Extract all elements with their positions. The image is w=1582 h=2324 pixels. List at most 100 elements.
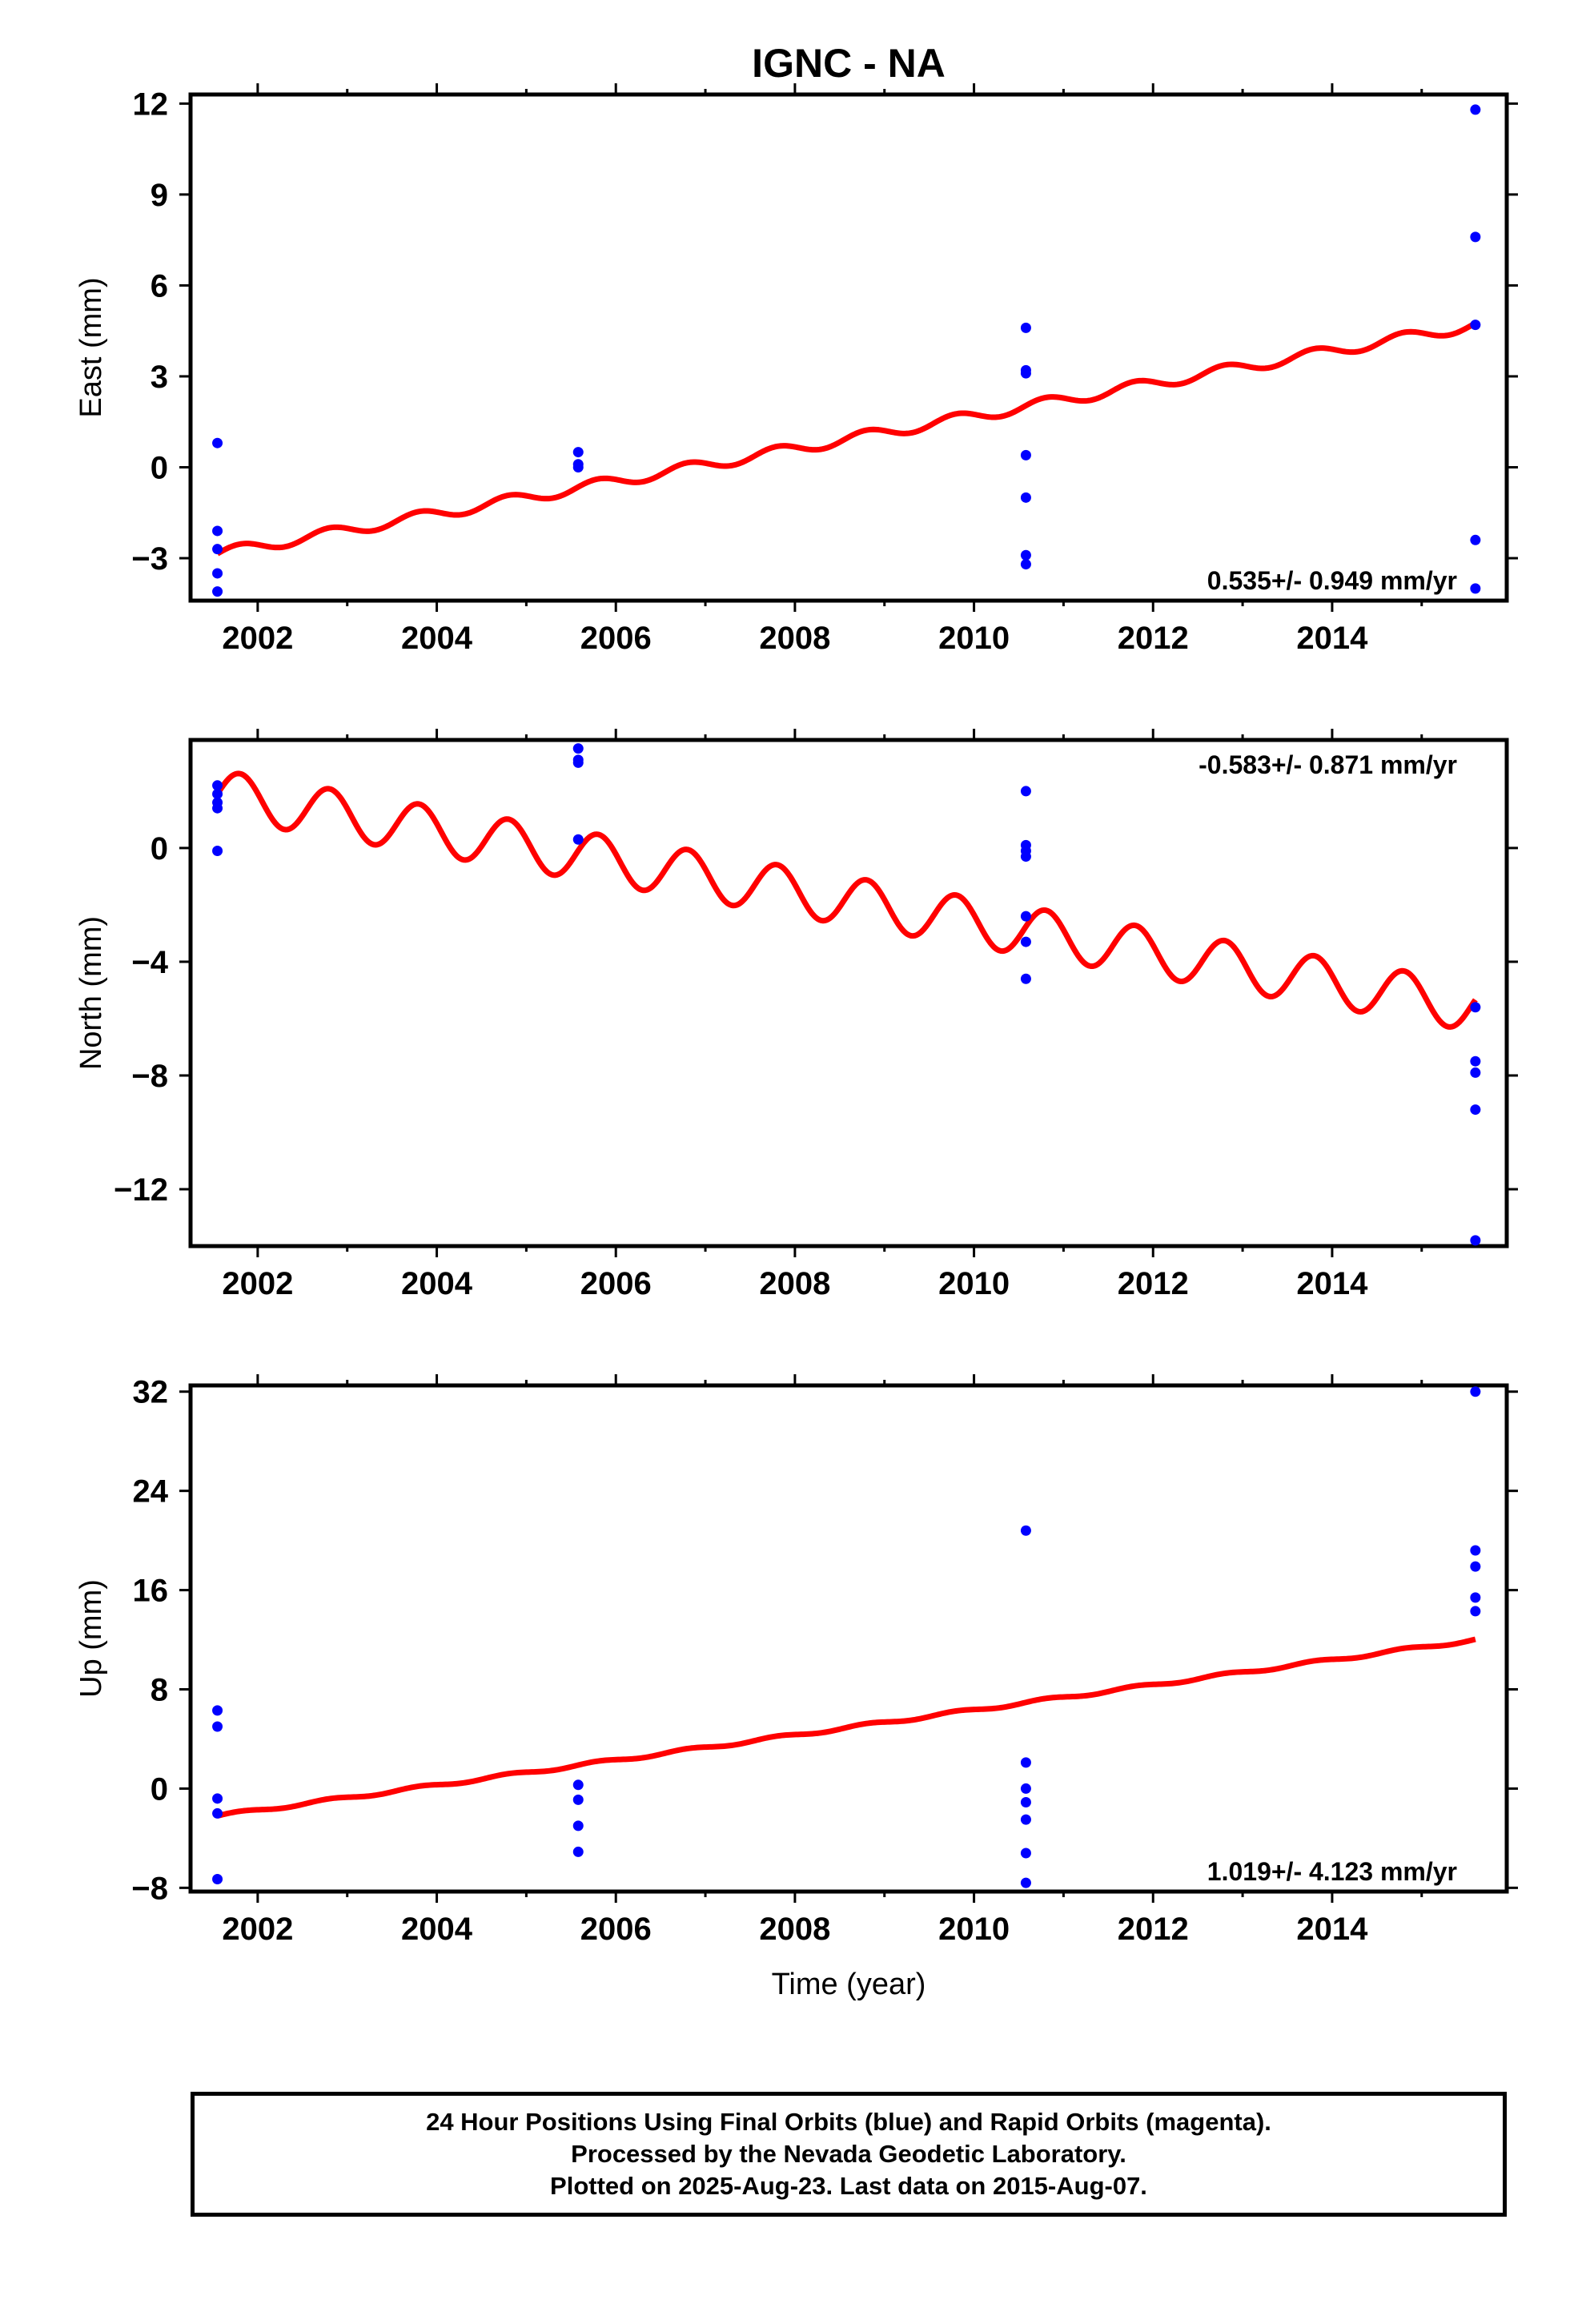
y-tick-label: 8: [151, 1673, 168, 1708]
up-data-point: [212, 1721, 223, 1732]
y-tick-label: 32: [133, 1375, 169, 1410]
x-tick-label: 2002: [222, 621, 293, 656]
x-tick-label: 2010: [938, 1912, 1010, 1947]
north-data-point: [212, 780, 223, 791]
footer-info-box: 24 Hour Positions Using Final Orbits (bl…: [191, 2092, 1507, 2217]
east-data-point: [212, 544, 223, 555]
north-data-point: [1020, 911, 1031, 922]
up-data-point: [1020, 1783, 1031, 1794]
up-data-point: [1020, 1525, 1031, 1536]
y-tick-label: 9: [151, 178, 168, 213]
x-tick-label: 2012: [1118, 1266, 1189, 1301]
north-y-axis-label: North (mm): [74, 916, 108, 1070]
x-tick-label: 2008: [759, 621, 830, 656]
north-data-point: [1470, 1055, 1481, 1067]
x-tick-label: 2004: [401, 1266, 473, 1301]
up-data-point: [212, 1807, 223, 1819]
east-rate-label: 0.535+/- 0.949 mm/yr: [1207, 566, 1457, 595]
up-data-point: [212, 1874, 223, 1885]
footer-line-orbits: 24 Hour Positions Using Final Orbits (bl…: [426, 2108, 1271, 2136]
north-data-point: [1020, 936, 1031, 947]
up-y-axis-label: Up (mm): [74, 1579, 108, 1698]
x-tick-label: 2008: [759, 1266, 830, 1301]
east-data-point: [572, 461, 584, 472]
x-tick-label: 2014: [1296, 621, 1368, 656]
east-data-point: [1020, 368, 1031, 379]
up-data-point: [572, 1794, 584, 1805]
up-panel: 2002 2004 2006 2008 2010 2012 2014 −8 0 8 16 24 32 Up…: [74, 1374, 1518, 1947]
east-data-point: [212, 525, 223, 537]
y-tick-label: 16: [133, 1574, 169, 1609]
up-data-point: [1020, 1814, 1031, 1825]
x-tick-label: 2006: [580, 1266, 652, 1301]
y-tick-label: −8: [131, 1871, 168, 1906]
x-tick-label: 2010: [938, 1266, 1010, 1301]
up-data-point: [1020, 1796, 1031, 1807]
north-data-point: [212, 788, 223, 799]
east-data-point: [212, 568, 223, 579]
up-data-point: [1470, 1606, 1481, 1617]
x-tick-label: 2006: [580, 621, 652, 656]
east-model-line: [215, 320, 1477, 557]
north-data-point: [1020, 973, 1031, 984]
up-data-point: [1020, 1757, 1031, 1768]
up-data-point: [212, 1793, 223, 1804]
north-data-point: [572, 757, 584, 768]
x-tick-label: 2004: [401, 1912, 473, 1947]
y-tick-label: 0: [151, 1771, 168, 1807]
east-data-point: [1020, 492, 1031, 503]
up-data-point: [1020, 1877, 1031, 1888]
y-tick-label: 0: [151, 450, 168, 485]
y-tick-label: 3: [151, 360, 168, 395]
up-data-point: [1470, 1545, 1481, 1556]
east-data-point: [1020, 449, 1031, 460]
north-data-point: [1470, 1067, 1481, 1078]
up-data-point: [572, 1846, 584, 1857]
x-tick-label: 2014: [1296, 1912, 1368, 1947]
x-axis-label: Time (year): [772, 1968, 926, 2001]
y-tick-label: 0: [151, 831, 168, 866]
y-tick-label: −3: [131, 541, 168, 577]
x-tick-label: 2006: [580, 1912, 652, 1947]
east-data-point: [1020, 549, 1031, 561]
figure-title: IGNC - NA: [752, 41, 946, 86]
north-data-point: [1020, 786, 1031, 797]
up-data-point: [1020, 1848, 1031, 1859]
east-data-point: [1470, 534, 1481, 545]
north-data-point: [1470, 1235, 1481, 1246]
footer-line-processed: Processed by the Nevada Geodetic Laborat…: [571, 2140, 1126, 2168]
y-tick-label: 12: [133, 86, 169, 122]
y-tick-label: 6: [151, 268, 168, 304]
north-rate-label: -0.583+/- 0.871 mm/yr: [1199, 750, 1457, 779]
east-data-point: [1470, 104, 1481, 115]
x-tick-label: 2012: [1118, 621, 1189, 656]
east-plot-frame: [188, 92, 1509, 603]
north-plot-frame: [188, 738, 1509, 1248]
x-tick-label: 2002: [222, 1266, 293, 1301]
up-data-point: [1470, 1561, 1481, 1572]
east-data-point: [1020, 559, 1031, 570]
east-data-point: [1470, 583, 1481, 594]
north-data-point: [1470, 1002, 1481, 1013]
up-plot-frame: [188, 1383, 1509, 1894]
up-data-point: [1470, 1386, 1481, 1397]
y-tick-label: −4: [131, 945, 168, 980]
east-data-point: [212, 437, 223, 448]
north-panel: 2002 2004 2006 2008 2010 2012 2014 −12 −8 −4 0 Nort…: [74, 729, 1518, 1301]
north-model-line: [215, 770, 1478, 1030]
east-data-point: [1470, 231, 1481, 243]
east-data-point: [212, 586, 223, 597]
east-data-point: [1020, 322, 1031, 333]
x-tick-label: 2004: [401, 621, 473, 656]
up-data-point: [212, 1705, 223, 1716]
east-y-axis-label: East (mm): [74, 277, 108, 417]
east-data-point: [1470, 320, 1481, 331]
north-data-point: [572, 743, 584, 754]
x-tick-label: 2008: [759, 1912, 830, 1947]
x-tick-label: 2012: [1118, 1912, 1189, 1947]
north-data-point: [1470, 1104, 1481, 1116]
y-tick-label: 24: [133, 1474, 169, 1510]
x-tick-label: 2010: [938, 621, 1010, 656]
up-data-point: [1470, 1592, 1481, 1603]
